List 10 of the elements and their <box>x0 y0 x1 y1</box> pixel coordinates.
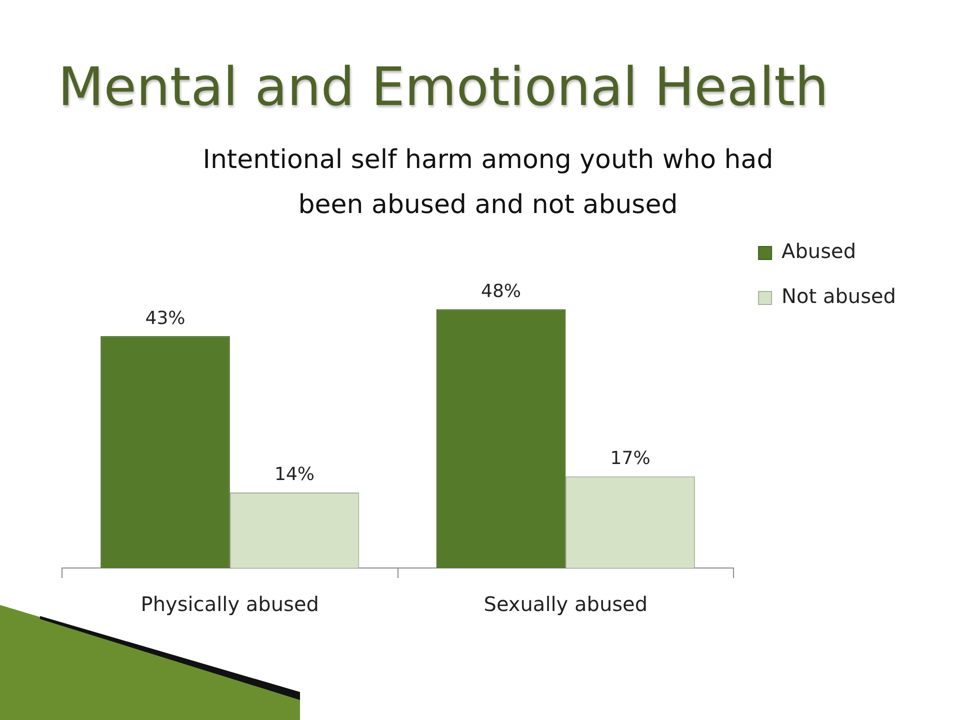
x-tick-label: Sexually abused <box>484 592 648 616</box>
x-tick-label: Physically abused <box>140 592 319 616</box>
chart-title: Mental and Emotional Health <box>58 57 828 119</box>
data-label: 43% <box>145 308 186 329</box>
legend-label: Abused <box>782 239 856 264</box>
data-label: 14% <box>274 464 315 486</box>
chart-subtitle: Intentional self harm among youth who had been abused and not abused <box>202 144 774 222</box>
legend-label: Not abused <box>782 284 896 308</box>
data-label: 17% <box>610 448 650 470</box>
data-label: 48% <box>481 280 522 302</box>
